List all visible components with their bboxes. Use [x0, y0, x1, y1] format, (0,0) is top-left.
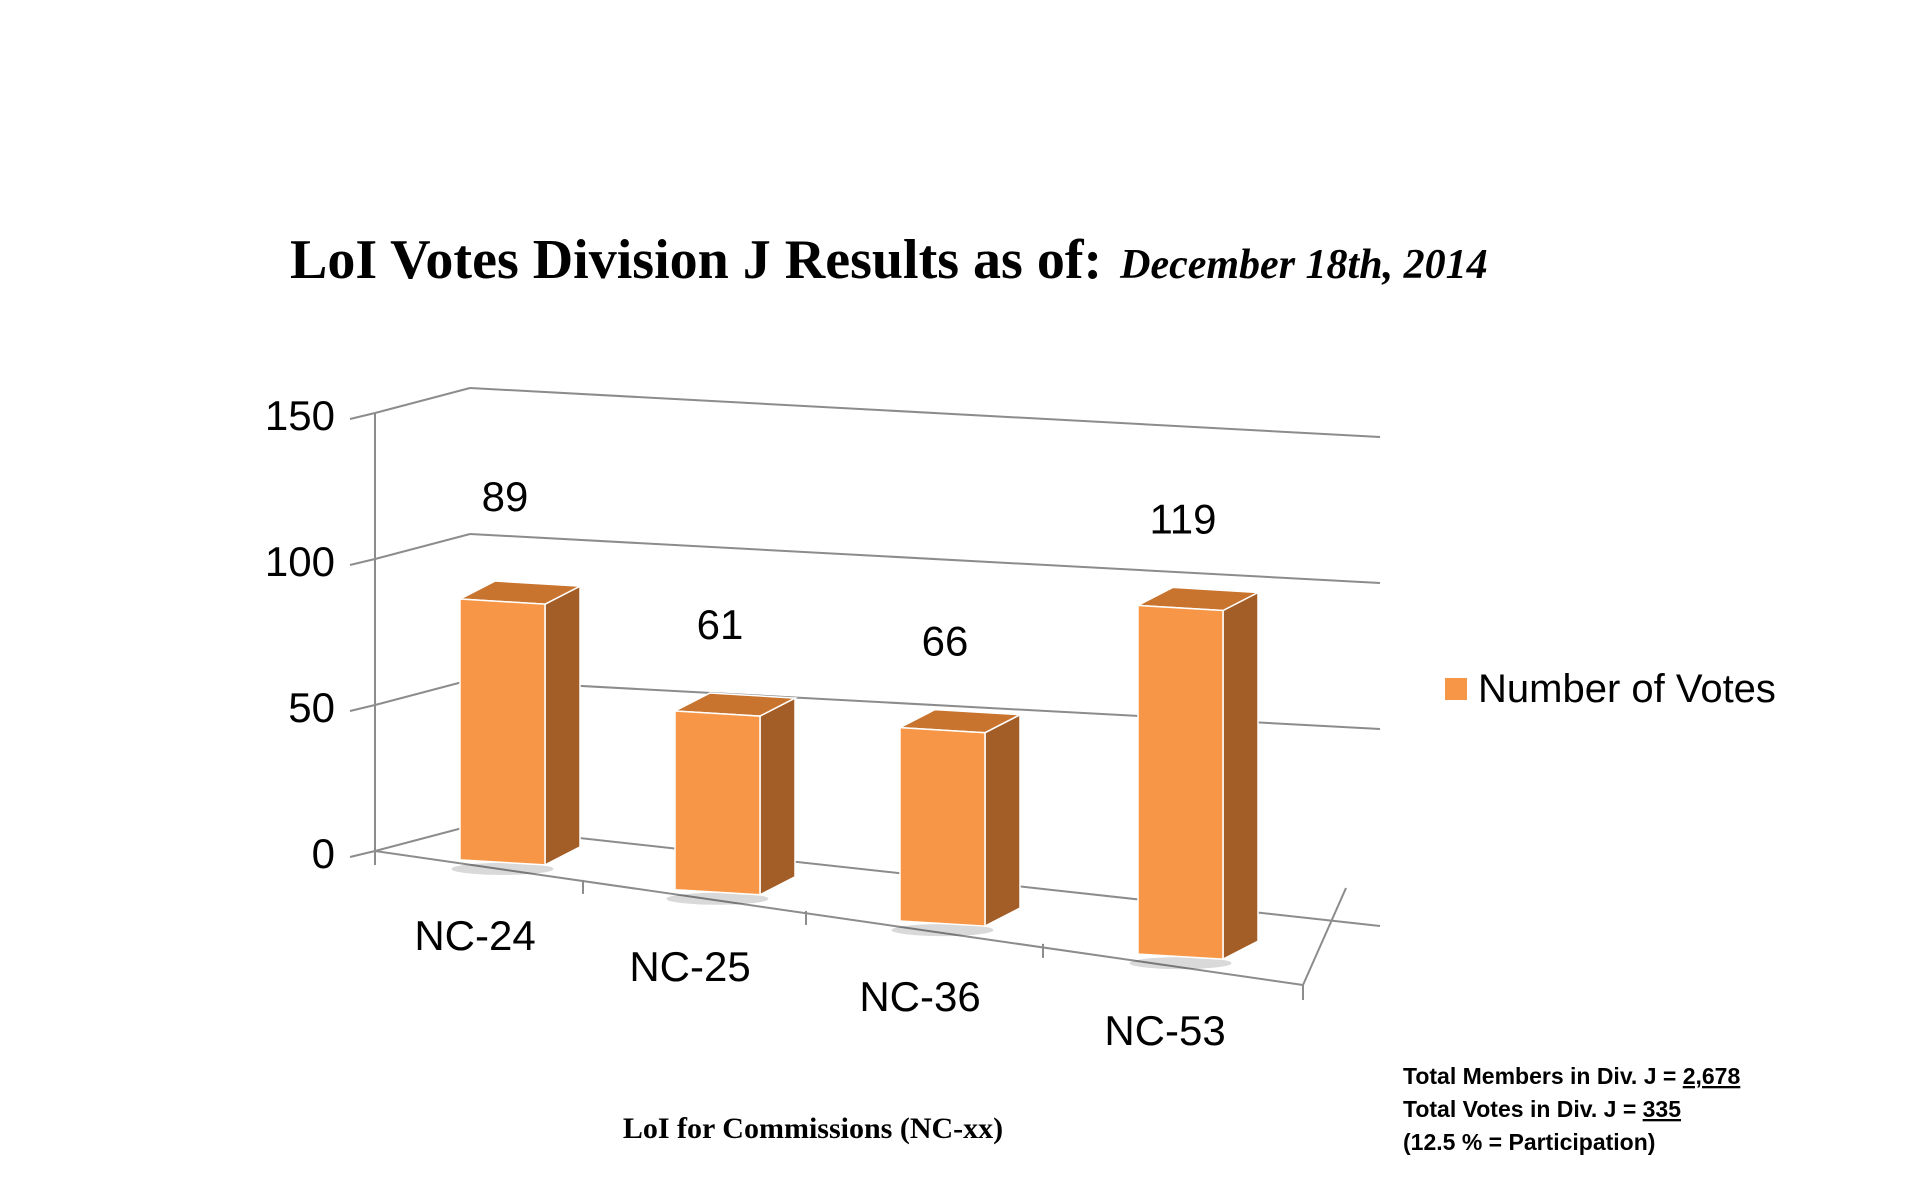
bars: [451, 580, 1261, 970]
y-tick-label: 100: [265, 538, 335, 585]
legend-swatch: [1445, 678, 1467, 700]
x-tick-label: NC-25: [629, 943, 750, 990]
y-tick-label: 150: [265, 392, 335, 439]
x-tick-label: NC-53: [1104, 1007, 1225, 1054]
bar-shadow: [666, 892, 769, 905]
chart-title-main: LoI Votes Division J Results as of: [290, 229, 1085, 291]
note-total-members: Total Members in Div. J = 2,678: [1403, 1063, 1740, 1089]
bar-shadow: [451, 862, 554, 875]
note-members-prefix: Total Members in Div. J =: [1403, 1063, 1683, 1089]
bar-front: [674, 710, 761, 896]
gridline-side: [374, 825, 471, 852]
bar-front: [1137, 604, 1224, 960]
gridline-side: [374, 679, 471, 706]
gridline-side: [374, 533, 471, 560]
gridline: [469, 387, 1381, 438]
note-votes-value: 335: [1643, 1096, 1682, 1122]
floor-right-edge: [1302, 887, 1347, 986]
data-label: 66: [922, 618, 969, 665]
y-tick-mark: [349, 412, 376, 420]
labels: 0 50 100 150 89 NC-24 61 NC-25 66 NC-36 119 NC-53: [265, 392, 1226, 1054]
y-tick-label: 0: [312, 830, 335, 877]
bar-front: [459, 598, 546, 866]
bar-shadow: [1129, 957, 1232, 970]
x-axis-title: LoI for Commissions (NC-xx): [623, 1112, 1003, 1145]
legend: Number of Votes: [1445, 667, 1776, 711]
y-tick-mark: [349, 558, 376, 566]
chart-title-date: December 18th, 2014: [1119, 242, 1487, 288]
chart-title-colon: :: [1083, 229, 1102, 291]
bar-side: [544, 584, 581, 867]
gridline: [469, 533, 1381, 584]
x-tick-label: NC-24: [414, 912, 535, 959]
y-tick-label: 50: [288, 684, 335, 731]
y-tick-mark: [349, 704, 376, 712]
bar-shadow: [891, 924, 994, 937]
legend-label: Number of Votes: [1478, 667, 1776, 711]
axes: [374, 413, 1347, 1000]
note-votes-prefix: Total Votes in Div. J =: [1403, 1096, 1643, 1122]
summary-notes: Total Members in Div. J = 2,678 Total Vo…: [1403, 1063, 1740, 1155]
bar-side: [984, 713, 1021, 928]
note-participation: (12.5 % = Participation): [1403, 1129, 1655, 1155]
note-total-votes: Total Votes in Div. J = 335: [1403, 1096, 1681, 1122]
data-label: 119: [1150, 495, 1217, 542]
y-tick-mark: [349, 850, 376, 858]
bar-side: [1222, 591, 1259, 961]
x-axis-line: [374, 850, 1304, 986]
x-tick-label: NC-36: [859, 973, 980, 1020]
bar-side: [759, 696, 796, 897]
data-label: 89: [482, 473, 529, 520]
chart-title: LoI Votes Division J Results as of: Decem…: [290, 229, 1488, 291]
bar-front: [899, 726, 986, 927]
note-members-value: 2,678: [1683, 1063, 1741, 1089]
data-label: 61: [697, 601, 744, 648]
gridline-side: [374, 387, 471, 414]
